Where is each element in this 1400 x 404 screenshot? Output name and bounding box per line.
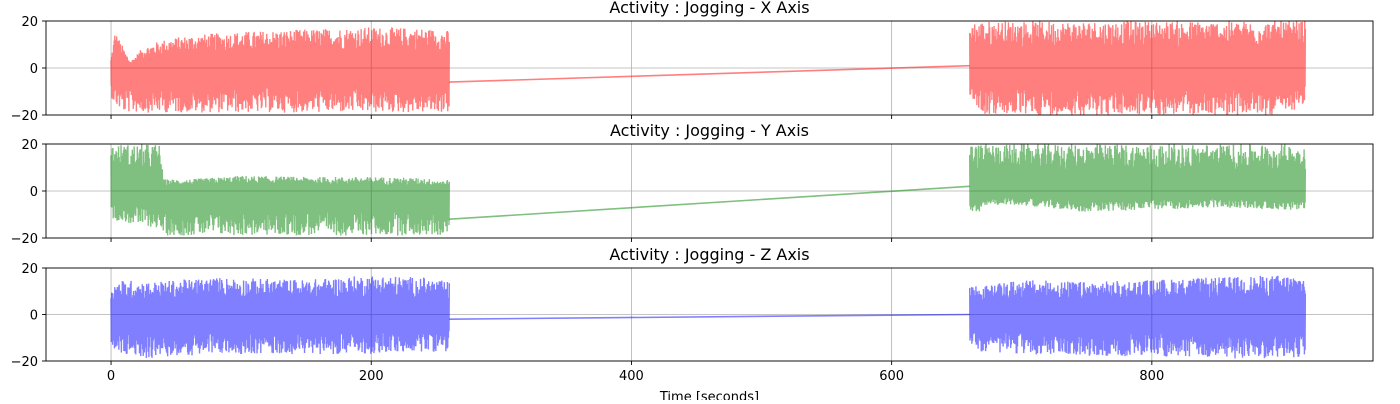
subplot-1: −20 0 20 Activity : Jogging - X Axis: [11, 0, 1374, 124]
series-group: [110, 275, 1307, 359]
x-tick-label: 0: [107, 369, 115, 384]
series-group: [110, 144, 1307, 236]
series-group: [110, 21, 1307, 115]
x-axis-label: Time [seconds]: [659, 390, 759, 400]
signal-segment-2: [969, 275, 1307, 359]
signal-segment-1: [110, 27, 450, 113]
signal-gap-connector: [449, 313, 970, 320]
signal-segment-1: [110, 144, 450, 236]
signal-segment-2: [969, 144, 1307, 212]
subplot-title: Activity : Jogging - Z Axis: [609, 245, 809, 264]
y-tick-label: 0: [30, 309, 38, 324]
subplot-title: Activity : Jogging - X Axis: [609, 0, 809, 17]
x-tick-label: 800: [1139, 369, 1164, 384]
signal-segment-1: [110, 276, 450, 358]
x-tick-label: 200: [359, 369, 384, 384]
y-tick-label: −20: [11, 355, 38, 370]
signal-segment-2: [969, 21, 1307, 115]
x-tick-label: 600: [879, 369, 904, 384]
y-tick-label: −20: [11, 109, 38, 124]
y-tick-label: 0: [30, 62, 38, 77]
y-tick-label: −20: [11, 232, 38, 247]
subplot-3: 0 200 400 600 800 −20 0 20 Activity : Jogging - …: [11, 245, 1374, 404]
subplot-2: −20 0 20 Activity : Jogging - Y Axis: [11, 121, 1374, 247]
y-tick-label: 20: [21, 138, 38, 153]
subplot-title: Activity : Jogging - Y Axis: [610, 121, 809, 140]
y-tick-label: 0: [30, 185, 38, 200]
x-tick-label: 400: [619, 369, 644, 384]
y-tick-label: 20: [21, 15, 38, 30]
signal-gap-connector: [449, 64, 970, 83]
signal-gap-connector: [449, 185, 970, 220]
y-tick-label: 20: [21, 262, 38, 277]
